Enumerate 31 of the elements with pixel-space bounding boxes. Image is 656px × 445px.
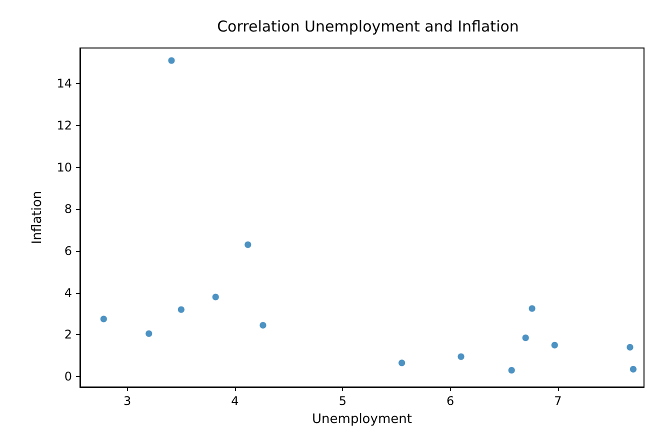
- point: [259, 322, 267, 330]
- y-tick-label: 4: [64, 286, 72, 300]
- point: [168, 56, 176, 64]
- point: [629, 365, 637, 373]
- point: [457, 352, 465, 360]
- x-tick-label: 3: [124, 394, 132, 408]
- point: [528, 304, 536, 312]
- y-tick-label: 2: [64, 328, 72, 342]
- point: [244, 240, 252, 248]
- point: [145, 330, 153, 338]
- y-tick-label: 12: [56, 118, 72, 132]
- point: [100, 315, 108, 323]
- point: [550, 341, 558, 349]
- y-tick-label: 0: [64, 370, 72, 384]
- y-tick-label: 6: [64, 244, 72, 258]
- point: [508, 366, 516, 374]
- point: [212, 293, 220, 301]
- x-axis-title: Unemployment: [312, 412, 412, 427]
- x-tick-label: 5: [338, 394, 346, 408]
- point: [522, 334, 530, 342]
- x-tick-label: 6: [446, 394, 454, 408]
- y-axis-title: Inflation: [30, 190, 45, 244]
- y-tick-label: 14: [56, 76, 72, 91]
- point: [398, 359, 406, 367]
- y-tick-label: 8: [64, 202, 72, 216]
- y-tick-label: 10: [56, 160, 72, 174]
- point: [626, 343, 634, 351]
- x-tick-label: 4: [231, 394, 239, 408]
- point: [177, 306, 185, 314]
- chart-title: Correlation Unemployment and Inflation: [217, 18, 519, 36]
- x-tick-label: 7: [554, 394, 562, 408]
